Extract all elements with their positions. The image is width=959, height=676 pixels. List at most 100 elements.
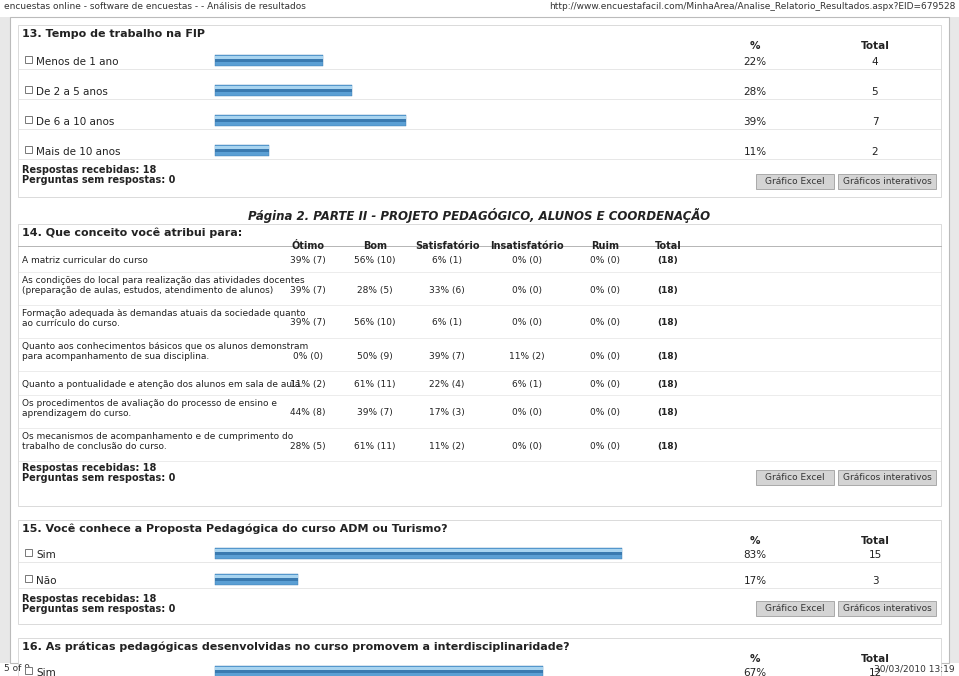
Text: 39% (7): 39% (7)	[429, 352, 465, 360]
Text: 30/03/2010 13:19: 30/03/2010 13:19	[875, 664, 955, 673]
Text: 4: 4	[872, 57, 878, 67]
Text: 7: 7	[872, 117, 878, 127]
Bar	[0, 0, 959, 17]
Text: (18): (18)	[658, 408, 678, 418]
Text: 0% (0): 0% (0)	[512, 256, 542, 265]
Text: 50% (9): 50% (9)	[357, 352, 393, 360]
Text: Página 2. PARTE II - PROJETO PEDAGÓGICO, ALUNOS E COORDENAÇÃO: Página 2. PARTE II - PROJETO PEDAGÓGICO,…	[248, 208, 710, 223]
Bar	[215, 89, 352, 92]
Bar	[19, 338, 940, 371]
Bar	[215, 548, 621, 558]
Text: Gráficos interativos: Gráficos interativos	[843, 177, 931, 186]
Bar	[25, 116, 32, 122]
Bar	[18, 520, 941, 624]
Bar	[25, 667, 32, 673]
Text: 2: 2	[872, 147, 878, 157]
Text: 0% (0): 0% (0)	[590, 285, 620, 295]
Text: 5: 5	[872, 87, 878, 97]
Bar	[215, 552, 621, 555]
Bar	[0, 663, 959, 676]
Text: 15: 15	[869, 550, 881, 560]
Text: Bom: Bom	[363, 241, 387, 251]
Text: 15. Você conhece a Proposta Pedagógica do curso ADM ou Turismo?: 15. Você conhece a Proposta Pedagógica d…	[22, 524, 448, 535]
Text: 14. Que conceito você atribui para:: 14. Que conceito você atribui para:	[22, 228, 243, 239]
Text: 17%: 17%	[743, 576, 766, 586]
Text: Total: Total	[655, 241, 682, 251]
Bar	[215, 667, 544, 669]
Text: %: %	[750, 536, 760, 546]
Bar	[215, 145, 269, 155]
Bar	[25, 575, 32, 581]
Text: 56% (10): 56% (10)	[354, 318, 396, 327]
Bar	[838, 601, 936, 616]
Bar	[215, 149, 269, 152]
Bar	[756, 174, 834, 189]
Text: 6% (1): 6% (1)	[432, 256, 462, 265]
Bar	[215, 575, 298, 577]
Bar	[19, 428, 940, 461]
Text: De 2 a 5 anos: De 2 a 5 anos	[36, 87, 107, 97]
Bar	[19, 371, 940, 395]
Text: Ruim: Ruim	[591, 241, 619, 251]
Text: %: %	[750, 41, 760, 51]
Text: 0% (0): 0% (0)	[293, 352, 323, 360]
Text: (18): (18)	[658, 441, 678, 450]
Bar	[215, 56, 323, 59]
Text: 6% (1): 6% (1)	[432, 318, 462, 327]
Bar	[19, 305, 940, 338]
Text: 11% (2): 11% (2)	[509, 352, 545, 360]
Text: Sim: Sim	[36, 550, 56, 560]
Bar	[215, 59, 323, 62]
Text: 39% (7): 39% (7)	[291, 285, 326, 295]
Text: 22%: 22%	[743, 57, 766, 67]
Bar	[25, 145, 32, 153]
Text: 39%: 39%	[743, 117, 766, 127]
Text: Total: Total	[860, 41, 889, 51]
Text: 6% (1): 6% (1)	[512, 380, 542, 389]
Text: Gráfico Excel: Gráfico Excel	[765, 604, 825, 613]
Text: Perguntas sem respostas: 0: Perguntas sem respostas: 0	[22, 473, 175, 483]
Text: 11% (2): 11% (2)	[430, 441, 465, 450]
Text: Menos de 1 ano: Menos de 1 ano	[36, 57, 119, 67]
Bar	[215, 578, 298, 581]
Text: (preparação de aulas, estudos, atendimento de alunos): (preparação de aulas, estudos, atendimen…	[22, 286, 273, 295]
Bar	[215, 85, 352, 96]
Bar	[25, 548, 32, 556]
Bar	[215, 86, 352, 89]
Text: Respostas recebidas: 18: Respostas recebidas: 18	[22, 165, 156, 175]
Bar	[19, 246, 940, 272]
Text: 28%: 28%	[743, 87, 766, 97]
Text: 0% (0): 0% (0)	[590, 256, 620, 265]
Text: 61% (11): 61% (11)	[354, 380, 396, 389]
Text: Ótimo: Ótimo	[292, 241, 324, 251]
Bar	[756, 601, 834, 616]
Text: 0% (0): 0% (0)	[512, 441, 542, 450]
Text: 16. As práticas pedagógicas desenvolvidas no curso promovem a interdisciplinarid: 16. As práticas pedagógicas desenvolvida…	[22, 642, 570, 652]
Text: 3: 3	[872, 576, 878, 586]
Text: Total: Total	[860, 536, 889, 546]
Text: As condições do local para realização das atividades docentes: As condições do local para realização da…	[22, 276, 305, 285]
Text: 0% (0): 0% (0)	[590, 408, 620, 418]
Text: 0% (0): 0% (0)	[590, 441, 620, 450]
Text: (18): (18)	[658, 380, 678, 389]
Text: 0% (0): 0% (0)	[512, 318, 542, 327]
Text: Formação adequada às demandas atuais da sociedade quanto: Formação adequada às demandas atuais da …	[22, 309, 306, 318]
Text: Insatisfatório: Insatisfatório	[490, 241, 564, 251]
Text: Os mecanismos de acompanhamento e de cumprimento do: Os mecanismos de acompanhamento e de cum…	[22, 432, 293, 441]
Text: 0% (0): 0% (0)	[590, 352, 620, 360]
Bar	[215, 146, 269, 149]
Bar	[215, 116, 406, 126]
Bar	[215, 670, 544, 673]
Text: encuestas online - software de encuestas - - Análisis de resultados: encuestas online - software de encuestas…	[4, 2, 306, 11]
Bar	[756, 470, 834, 485]
Text: 5 of 9: 5 of 9	[4, 664, 30, 673]
Text: 39% (7): 39% (7)	[357, 408, 393, 418]
Bar	[18, 638, 941, 676]
Text: 11%: 11%	[743, 147, 766, 157]
Text: Quanto a pontualidade e atenção dos alunos em sala de aula.: Quanto a pontualidade e atenção dos alun…	[22, 380, 303, 389]
Text: para acompanhamento de sua disciplina.: para acompanhamento de sua disciplina.	[22, 352, 209, 361]
Text: trabalho de conclusão do curso.: trabalho de conclusão do curso.	[22, 442, 167, 451]
Text: 61% (11): 61% (11)	[354, 441, 396, 450]
Text: Respostas recebidas: 18: Respostas recebidas: 18	[22, 594, 156, 604]
Bar	[25, 55, 32, 62]
